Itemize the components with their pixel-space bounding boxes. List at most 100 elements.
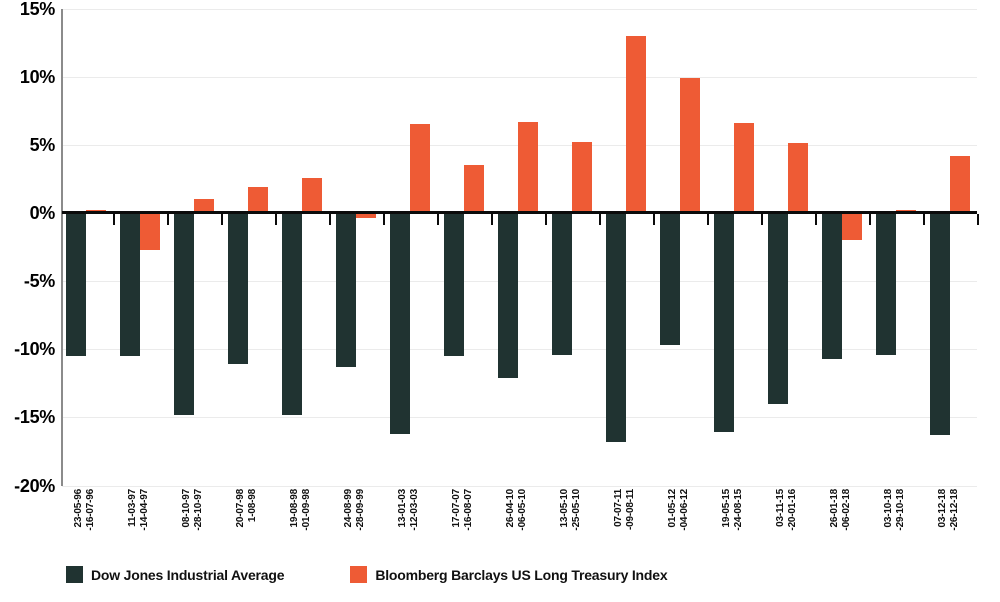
legend-label-treasury: Bloomberg Barclays US Long Treasury Inde… [375,566,668,583]
x-category-label: 03-11-15 -20-01-16 [775,489,801,563]
x-category-label-text: 19-05-15 -24-08-15 [721,489,744,531]
bar-dow-07-07-11 [606,213,626,442]
x-axis-tick [599,214,601,225]
x-axis-tick [977,214,979,225]
y-tick-label--15%: -15% [14,407,55,427]
x-axis-tick [815,214,817,225]
x-category-label: 17-07-07 -16-08-07 [451,489,477,563]
gridline--20 [62,486,977,487]
bar-treasury-13-01-03 [410,124,430,213]
gridline--5 [62,281,977,282]
x-category-label: 13-01-03 -12-03-03 [397,489,423,563]
x-category-label: 07-07-11 -09-08-11 [613,489,639,563]
bar-treasury-13-05-10 [572,142,592,213]
bar-treasury-19-05-15 [734,123,754,213]
x-axis-tick [869,214,871,225]
y-tick-label--5%: -5% [23,271,55,291]
x-category-label-text: 17-07-07 -16-08-07 [451,489,474,531]
x-axis-tick [761,214,763,225]
legend-swatch-treasury [350,566,368,583]
bar-treasury-03-11-15 [788,143,808,213]
x-axis-tick [113,214,115,225]
x-category-label: 23-05-96 -16-07-96 [73,489,99,563]
x-category-label: 03-10-18 -29-10-18 [883,489,909,563]
bar-treasury-03-12-18 [950,156,970,213]
bar-dow-03-11-15 [768,213,788,404]
x-category-label: 01-05-12 -04-06-12 [667,489,693,563]
gridline--10 [62,349,977,350]
x-category-label-text: 24-08-99 -28-09-99 [343,489,366,531]
x-category-label-text: 13-05-10 -25-05-10 [559,489,582,531]
x-axis-tick [653,214,655,225]
bar-dow-26-01-18 [822,213,842,359]
bar-dow-13-01-03 [390,213,410,434]
x-axis-tick [545,214,547,225]
y-tick-label--10%: -10% [14,339,55,359]
x-axis-tick [491,214,493,225]
x-category-label: 13-05-10 -25-05-10 [559,489,585,563]
y-tick-label-5%: 5% [29,135,56,155]
bar-dow-26-04-10 [498,213,518,378]
bar-treasury-08-10-97 [194,199,214,213]
legend-swatch-dow-jones [66,566,83,583]
bar-dow-17-07-07 [444,213,464,356]
x-category-label-text: 08-10-97 -28-10-97 [181,489,204,531]
x-category-label-text: 03-12-18 -26-12-18 [937,489,960,531]
x-category-label: 19-08-98 -01-09-98 [289,489,315,563]
gridline-10 [62,77,977,78]
y-axis-line [61,9,63,486]
bar-treasury-24-08-99 [356,213,376,218]
legend: Dow Jones Industrial Average Bloomberg B… [66,566,668,583]
x-category-label-text: 20-07-98 1-08-98 [235,489,258,528]
y-tick-label-10%: 10% [19,67,55,87]
x-category-label-text: 11-03-97 -14-04-97 [127,489,150,531]
bar-treasury-19-08-98 [302,178,322,213]
legend-label-dow-jones: Dow Jones Industrial Average [91,566,285,583]
bar-dow-24-08-99 [336,213,356,367]
y-tick-label-15%: 15% [19,0,55,19]
bar-treasury-11-03-97 [140,213,160,250]
gridline--15 [62,417,977,418]
x-category-label: 08-10-97 -28-10-97 [181,489,207,563]
x-category-label: 26-04-10 -06-05-10 [505,489,531,563]
x-category-label-text: 26-01-18 -06-02-18 [829,489,852,531]
legend-item-treasury: Bloomberg Barclays US Long Treasury Inde… [350,566,668,583]
x-axis-tick [221,214,223,225]
zero-axis-line [62,211,977,214]
bar-dow-13-05-10 [552,213,572,355]
x-axis-tick [923,214,925,225]
bar-dow-11-03-97 [120,213,140,356]
x-category-label: 19-05-15 -24-08-15 [721,489,747,563]
legend-item-dow-jones: Dow Jones Industrial Average [66,566,285,583]
x-category-label: 20-07-98 1-08-98 [235,489,261,563]
x-category-label-text: 19-08-98 -01-09-98 [289,489,312,531]
bar-dow-01-05-12 [660,213,680,345]
bar-treasury-07-07-11 [626,36,646,213]
gridline-15 [62,9,977,10]
y-tick-label--20%: -20% [14,476,55,496]
bar-dow-20-07-98 [228,213,248,364]
x-axis-tick [167,214,169,225]
bar-treasury-26-04-10 [518,122,538,213]
x-category-label: 24-08-99 -28-09-99 [343,489,369,563]
y-tick-label-0%: 0% [29,203,56,223]
bar-dow-03-10-18 [876,213,896,355]
x-category-label-text: 03-11-15 -20-01-16 [775,489,798,531]
bar-dow-08-10-97 [174,213,194,415]
bar-treasury-26-01-18 [842,213,862,240]
x-axis-tick [275,214,277,225]
x-axis-tick [329,214,331,225]
x-axis-tick [437,214,439,225]
x-category-label: 11-03-97 -14-04-97 [127,489,153,563]
x-category-label: 03-12-18 -26-12-18 [937,489,963,563]
x-category-label-text: 01-05-12 -04-06-12 [667,489,690,531]
x-category-label-text: 03-10-18 -29-10-18 [883,489,906,531]
x-category-label-text: 07-07-11 -09-08-11 [613,489,636,531]
x-axis-tick [383,214,385,225]
x-axis-tick [707,214,709,225]
bar-dow-23-05-96 [66,213,86,356]
bar-dow-19-05-15 [714,213,734,432]
x-category-label-text: 13-01-03 -12-03-03 [397,489,420,531]
x-category-label: 26-01-18 -06-02-18 [829,489,855,563]
bar-treasury-01-05-12 [680,78,700,213]
